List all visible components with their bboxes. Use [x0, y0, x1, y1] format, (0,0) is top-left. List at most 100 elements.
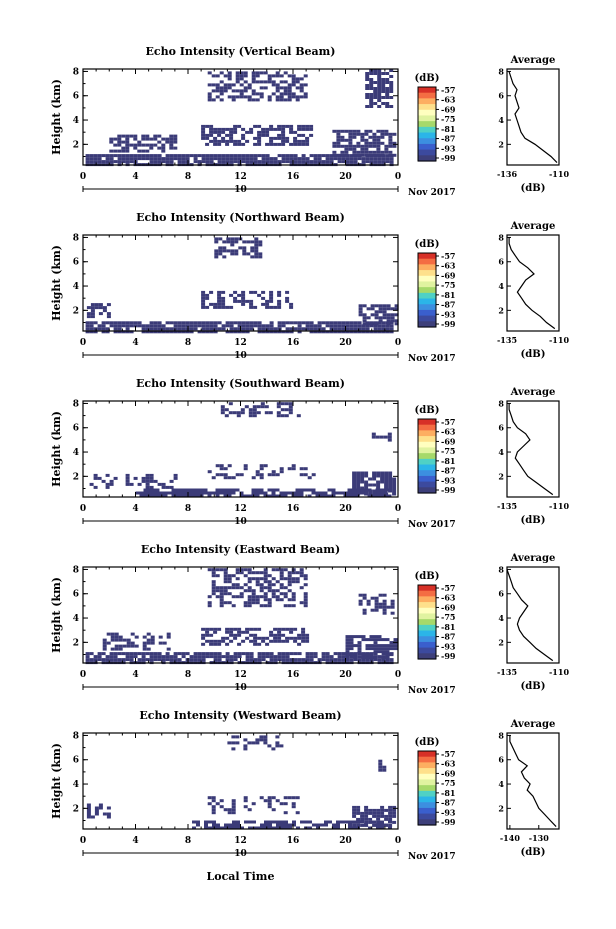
echo-cell: [267, 580, 272, 584]
echo-cell: [384, 471, 389, 475]
echo-cell: [364, 817, 369, 821]
echo-cell: [385, 644, 390, 648]
echo-cell: [305, 136, 310, 140]
echo-cell: [121, 140, 126, 144]
echo-cell: [293, 652, 298, 656]
echo-cell: [388, 150, 393, 154]
echo-cell: [380, 814, 385, 818]
echo-cell: [222, 240, 227, 244]
echo-cell: [159, 491, 164, 495]
echo-cell: [133, 137, 138, 141]
echo-cell: [313, 157, 318, 161]
echo-cell: [113, 658, 118, 662]
echo-cell: [364, 492, 369, 496]
echo-cell: [381, 160, 386, 164]
echo-cell: [173, 154, 178, 158]
echo-cell: [260, 823, 264, 827]
echo-cell: [264, 826, 268, 830]
echo-cell: [370, 322, 375, 326]
average-y-tick-label: 2: [498, 139, 504, 149]
echo-cell: [173, 330, 178, 334]
echo-cell: [165, 137, 170, 141]
echo-cell: [378, 759, 383, 763]
echo-cell: [157, 482, 162, 486]
echo-cell: [281, 136, 286, 140]
echo-cell: [105, 330, 110, 334]
x-tick-label: 16: [287, 504, 300, 514]
echo-cell: [365, 327, 370, 331]
echo-cell: [192, 826, 196, 830]
echo-cell: [291, 592, 296, 596]
echo-cell: [219, 86, 224, 90]
echo-cell: [356, 823, 361, 827]
echo-cell: [349, 655, 354, 659]
echo-cell: [370, 608, 375, 612]
echo-cell: [303, 583, 308, 587]
echo-cell: [376, 471, 381, 475]
echo-cell: [392, 805, 397, 809]
echo-cell: [223, 494, 228, 498]
echo-cell: [219, 71, 224, 75]
echo-cell: [384, 477, 389, 481]
echo-cell: [279, 598, 284, 602]
echo-cell: [393, 638, 398, 642]
echo-cell: [273, 157, 278, 161]
echo-cell: [305, 127, 310, 131]
echo-cell: [382, 316, 387, 320]
y-tick-label: 2: [73, 472, 79, 482]
echo-cell: [234, 249, 239, 253]
echo-cell: [311, 488, 316, 492]
echo-cell: [209, 154, 214, 158]
echo-cell: [219, 589, 224, 593]
echo-cell: [146, 638, 151, 642]
echo-cell: [257, 652, 262, 656]
echo-cell: [373, 652, 378, 656]
echo-cell: [378, 316, 383, 320]
echo-cell: [254, 246, 259, 250]
echo-cell: [299, 571, 304, 575]
colorbar-unit: (dB): [415, 73, 440, 84]
echo-cell: [331, 491, 336, 495]
echo-cell: [259, 71, 264, 75]
echo-cell: [289, 124, 294, 128]
echo-cell: [345, 157, 350, 161]
colorbar-tick-label: -81: [441, 290, 455, 300]
x-tick-label: 12: [234, 504, 247, 514]
echo-cell: [377, 321, 382, 325]
echo-cell: [201, 327, 206, 331]
echo-cell: [293, 327, 298, 331]
colorbar-tick-label: -81: [441, 124, 455, 134]
colorbar-tick-label: -87: [441, 798, 455, 808]
echo-cell: [213, 136, 218, 140]
echo-cell: [352, 132, 357, 136]
echo-cell: [125, 658, 130, 662]
x-tick-label: 8: [185, 670, 191, 680]
echo-cell: [305, 321, 310, 325]
echo-cell: [161, 330, 166, 334]
echo-cell: [193, 652, 198, 656]
echo-cell: [279, 571, 284, 575]
echo-cell: [261, 127, 266, 131]
echo-cell: [231, 811, 236, 815]
average-frame: [506, 566, 560, 664]
echo-cell: [288, 405, 293, 409]
echo-cell: [239, 595, 244, 599]
echo-cell: [383, 494, 388, 498]
echo-cell: [336, 135, 341, 139]
echo-cell: [291, 467, 296, 471]
echo-cell: [387, 432, 392, 436]
echo-cell: [207, 604, 212, 608]
echo-cell: [305, 655, 310, 659]
echo-cell: [97, 157, 102, 161]
echo-cell: [98, 803, 103, 807]
heatmap-area: [89, 402, 397, 498]
echo-cell: [97, 655, 102, 659]
average-profile-line: [509, 735, 557, 828]
echo-cell: [141, 324, 146, 328]
echo-cell: [388, 483, 393, 487]
echo-cell: [146, 641, 151, 645]
echo-cell: [93, 160, 98, 164]
echo-cell: [147, 488, 152, 492]
echo-cell: [86, 809, 91, 813]
echo-cell: [193, 157, 198, 161]
